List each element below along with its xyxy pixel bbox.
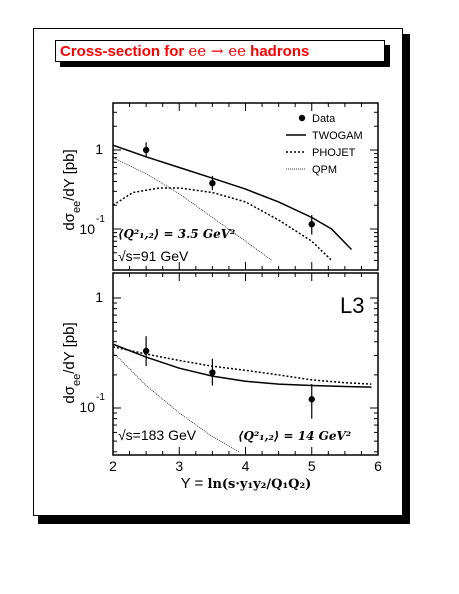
legend: Data TWOGAM PHOJET QPM [286,113,363,176]
panel-top-frame [112,102,379,271]
top-ytick-exp-2: -1 [96,214,105,225]
panel-bottom-data [112,273,379,455]
x-tick-label: 5 [308,458,316,474]
legend-label-data: Data [312,113,336,125]
bottom-data-point [209,369,216,376]
bottom-ylabel: dσee/dY [pb] [61,322,83,403]
bottom-series-phojet [113,346,372,385]
x-tick-label: 3 [175,458,183,474]
bottom-q2-annotation: ⟨Q²₁,₂⟩ = 14 GeV² [238,429,351,443]
panel-top-data [112,103,379,270]
bottom-data-point [142,347,150,355]
bottom-ytick-exp-2: -1 [96,392,105,403]
title-suffix: hadrons [245,43,310,60]
top-series-qpm [113,157,273,261]
top-ylabel-main: dσ [61,212,78,230]
bottom-ylabel-main: dσ [61,385,78,403]
top-ytick-label-2: 10 [79,221,95,237]
top-ylabel: dσee/dY [pb] [61,149,83,230]
top-energy-annotation: √s=91 GeV [118,248,189,264]
top-ylabel-tail: /dY [pb] [61,149,78,200]
top-data-point [308,221,315,228]
bottom-ylabel-sub: ee [71,374,83,386]
x-tick-label: 6 [374,458,382,474]
experiment-label: L3 [340,293,364,318]
legend-label-twogam: TWOGAM [312,130,363,142]
bottom-ytick-label-2: 10 [79,399,95,415]
top-data-point [142,146,150,154]
bottom-ytick-label-1: 1 [95,289,103,305]
figure-frame [33,28,403,516]
x-axis-title-formula: ln(s·y₁y₂/Q₁Q₂) [208,477,312,492]
top-ylabel-sub: ee [71,201,83,213]
legend-label-phojet: PHOJET [312,147,356,159]
top-data-point [209,179,216,187]
bottom-series-twogam [113,343,372,388]
x-tick-labels: 2 3 4 5 6 [109,458,382,474]
bottom-energy-annotation: √s=183 GeV [118,427,197,443]
legend-marker-data [298,114,306,122]
legend-label-qpm: QPM [312,164,337,176]
top-series-twogam [113,144,353,251]
x-axis-title-text: Y = [181,475,208,492]
x-tick-label: 2 [109,458,117,474]
title-process: ee → ee [188,42,246,60]
x-tick-label: 4 [242,458,250,474]
bottom-data-point [308,396,315,403]
top-q2-annotation: ⟨Q²₁,₂⟩ = 3.5 GeV² [118,227,235,241]
x-axis-title: Y = ln(s·y₁y₂/Q₁Q₂) [181,475,312,492]
bottom-ylabel-tail: /dY [pb] [61,322,78,373]
top-ytick-label-1: 1 [95,141,103,157]
bottom-series-qpm [113,352,240,453]
figure-title: Cross-section for ee → ee hadrons [55,40,385,62]
title-prefix: Cross-section for [60,43,189,60]
top-series-phojet [113,187,333,261]
